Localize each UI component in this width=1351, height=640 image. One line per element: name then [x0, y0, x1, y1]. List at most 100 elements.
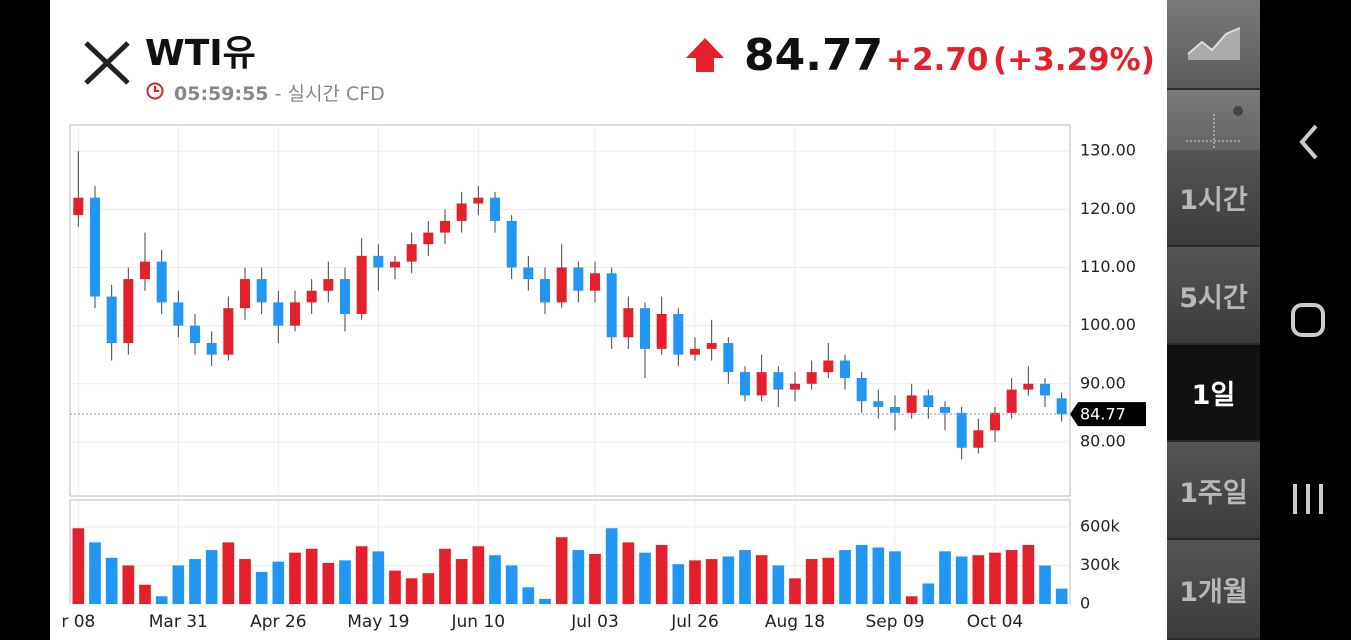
candle-body: [573, 267, 584, 291]
volume-bar: [1039, 565, 1051, 604]
volume-bar: [255, 571, 268, 604]
candle-body: [773, 372, 784, 390]
y-tick-label: 600k: [1080, 516, 1121, 535]
candle-body: [1040, 383, 1050, 396]
volume-bar: [689, 560, 701, 604]
volume-bar: [722, 556, 735, 604]
volume-bar: [789, 578, 801, 604]
candle-body: [356, 255, 367, 314]
volume-bar: [922, 583, 935, 604]
volume-bar: [805, 559, 818, 604]
volume-bar: [205, 550, 218, 604]
candle-body: [723, 343, 734, 373]
candle-body: [106, 296, 117, 344]
y-tick-label: 130.00: [1080, 141, 1136, 160]
interval-button[interactable]: 1일: [1167, 345, 1260, 442]
candle-body: [290, 302, 300, 326]
candle-body: [690, 348, 700, 355]
candle-body: [940, 407, 950, 413]
candle-body: [756, 372, 767, 396]
candle-body: [90, 197, 100, 297]
volume-bar: [905, 596, 918, 604]
candle-body: [373, 255, 384, 268]
volume-bar: [189, 559, 201, 604]
x-tick-label: Jul 03: [570, 612, 619, 632]
volume-bar: [822, 557, 835, 604]
volume-bar: [605, 528, 618, 604]
volume-bar: [322, 562, 335, 604]
candle-body: [323, 279, 334, 291]
candle-body: [340, 279, 350, 314]
volume-bar: [122, 565, 135, 604]
interval-button[interactable]: 1주일: [1167, 442, 1260, 540]
volume-bar: [522, 587, 535, 604]
volume-bar: [989, 552, 1001, 604]
candle-body: [440, 220, 450, 233]
candle-body: [456, 203, 467, 221]
candle-body: [173, 302, 184, 326]
volume-bar: [222, 542, 235, 604]
back-button[interactable]: [1299, 124, 1318, 160]
volume-bar: [172, 565, 185, 604]
candle-body: [673, 313, 684, 355]
candle-body: [606, 273, 617, 338]
volume-bar: [705, 559, 718, 604]
y-tick-label: 0: [1080, 594, 1090, 613]
close-button[interactable]: [78, 33, 138, 93]
volume-bar: [855, 544, 868, 604]
price: 84.77: [744, 30, 884, 81]
x-tick-label: r 08: [61, 612, 95, 632]
volume-bar: [555, 537, 568, 604]
volume-bar: [972, 555, 985, 604]
candle-body: [256, 279, 267, 303]
candle-body: [806, 372, 817, 384]
candle-body: [706, 343, 717, 349]
recents-button[interactable]: [1293, 484, 1323, 514]
x-tick-label: May 19: [347, 612, 409, 632]
candle-body: [506, 220, 517, 268]
volume-bar: [139, 584, 151, 604]
candle-body: [473, 197, 484, 204]
x-tick-label: Oct 04: [967, 612, 1023, 632]
candle-body: [523, 267, 534, 280]
home-button[interactable]: [1291, 303, 1325, 337]
volume-bar: [422, 573, 435, 604]
candle-body: [73, 197, 84, 216]
source: - 실시간 CFD: [274, 83, 385, 105]
candle-body: [656, 313, 667, 349]
change: +2.70: [886, 42, 989, 78]
volume-bar: [1005, 550, 1018, 604]
interval-button[interactable]: 5시간: [1167, 247, 1260, 345]
candle-body: [490, 197, 500, 221]
chart-type-button[interactable]: [1167, 0, 1260, 90]
volume-bar: [305, 548, 318, 604]
candle-body: [640, 308, 650, 349]
candle-body: [190, 325, 200, 344]
candle-body: [556, 267, 567, 303]
candle-body: [140, 261, 150, 280]
volume-bar: [639, 552, 651, 604]
candle-body: [540, 279, 550, 303]
candle-body: [856, 377, 867, 402]
interval-button[interactable]: 1시간: [1167, 150, 1260, 247]
chart: 80.00 90.00 100.00 110.00 120.00 130.00 r 08 Ma…: [61, 124, 1146, 632]
candle-body: [890, 407, 900, 413]
volume-bar: [405, 578, 418, 604]
candle-body: [956, 412, 967, 448]
candle-body: [923, 395, 934, 408]
volume-bar: [755, 555, 768, 604]
volume-bar: [939, 551, 951, 604]
volume-bar: [872, 547, 885, 604]
candle-body: [1006, 389, 1017, 413]
volume-bar: [105, 557, 118, 604]
volume-bar: [272, 561, 285, 604]
status-line: 05:59:55 - 실시간 CFD: [174, 79, 385, 106]
candle-body: [123, 279, 134, 344]
volume-bar: [155, 596, 168, 604]
candle-body: [873, 401, 884, 408]
interval-button[interactable]: 1개월: [1167, 540, 1260, 640]
candle-body: [973, 430, 984, 448]
change-percent: (+3.29%): [993, 42, 1155, 78]
candle-body: [1056, 398, 1067, 415]
